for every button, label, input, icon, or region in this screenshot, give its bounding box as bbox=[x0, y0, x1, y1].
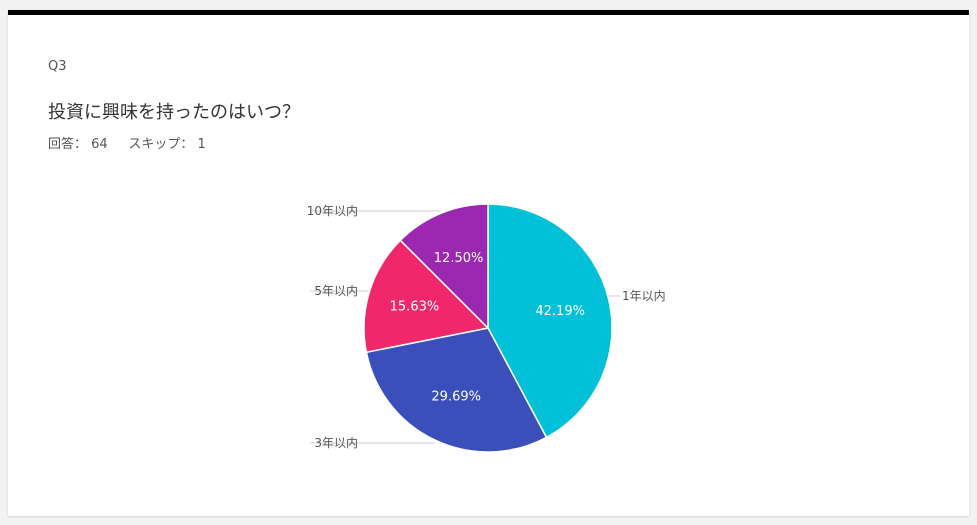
slice-value-label: 42.19% bbox=[535, 304, 585, 319]
category-label: 1年以内 bbox=[622, 289, 666, 303]
category-label: 3年以内 bbox=[314, 436, 358, 450]
question-card: Q3 投資に興味を持ったのはいつ？ 回答： 64 スキップ： 1 42.19% 1… bbox=[8, 10, 969, 516]
skipped-label: スキップ： bbox=[128, 137, 194, 152]
pie-slice[interactable] bbox=[363, 239, 490, 354]
answered-count: 64 bbox=[91, 137, 108, 152]
question-number: Q3 bbox=[48, 59, 67, 74]
category-label: 5年以内 bbox=[314, 284, 358, 298]
pie-slice[interactable] bbox=[365, 327, 548, 453]
pie-slice[interactable] bbox=[487, 203, 613, 439]
pie-slice[interactable] bbox=[399, 203, 489, 330]
pie-chart: 42.19% 1年以内 29.69% 3年以内 15.63% 5年以内 12.50% 10年以… bbox=[307, 203, 666, 453]
skipped-count: 1 bbox=[197, 137, 206, 152]
response-stats: 回答： 64 スキップ： 1 bbox=[48, 133, 206, 152]
slice-value-label: 29.69% bbox=[431, 389, 481, 404]
category-label: 10年以内 bbox=[307, 204, 358, 218]
question-title: 投資に興味を持ったのはいつ？ bbox=[48, 102, 300, 123]
slice-value-label: 15.63% bbox=[390, 300, 440, 315]
answered-label: 回答： bbox=[48, 137, 88, 152]
slice-value-label: 12.50% bbox=[434, 251, 484, 266]
